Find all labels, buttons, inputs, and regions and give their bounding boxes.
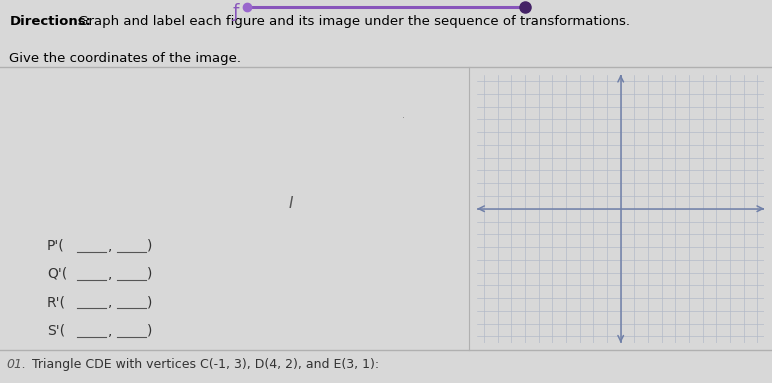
Text: Directions:: Directions: <box>9 15 91 28</box>
Text: P'(: P'( <box>47 239 65 252</box>
Text: ,: , <box>108 295 113 309</box>
Text: R'(: R'( <box>47 295 66 309</box>
Text: ): ) <box>147 239 152 252</box>
Text: ,: , <box>108 239 113 252</box>
Text: ,: , <box>108 267 113 281</box>
Text: .: . <box>402 110 405 120</box>
Text: ): ) <box>147 324 152 337</box>
Text: Triangle CDE with vertices C(-1, 3), D(4, 2), and E(3, 1):: Triangle CDE with vertices C(-1, 3), D(4… <box>32 358 380 371</box>
Text: S'(: S'( <box>47 324 65 337</box>
Text: ,: , <box>108 324 113 337</box>
Text: Give the coordinates of the image.: Give the coordinates of the image. <box>9 52 242 65</box>
Text: Graph and label each figure and its image under the sequence of transformations.: Graph and label each figure and its imag… <box>74 15 630 28</box>
Text: ƒ: ƒ <box>232 3 239 21</box>
Text: I: I <box>289 196 293 211</box>
Text: Q'(: Q'( <box>47 267 67 281</box>
Text: 01.: 01. <box>6 358 26 371</box>
Text: ): ) <box>147 295 152 309</box>
Text: ): ) <box>147 267 152 281</box>
